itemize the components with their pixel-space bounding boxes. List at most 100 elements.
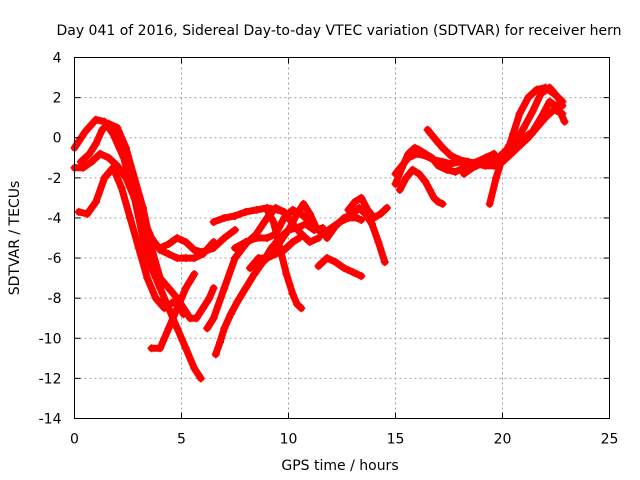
data-point-4-2 <box>164 324 173 333</box>
data-point-11-1 <box>269 217 278 226</box>
data-point-14-7 <box>374 238 383 247</box>
data-point-12-1 <box>254 254 263 263</box>
data-point-9-3 <box>263 234 272 242</box>
data-point-6-6 <box>250 270 259 279</box>
data-point-8-11 <box>305 238 314 247</box>
data-point-1-6 <box>121 173 130 182</box>
data-point-11-6 <box>297 304 306 313</box>
data-point-13-3 <box>340 264 349 273</box>
data-point-16-0 <box>391 179 400 188</box>
data-point-20-2 <box>477 159 486 168</box>
data-point-21-7 <box>537 113 546 122</box>
x-tick-label-4: 20 <box>494 432 512 448</box>
data-point-15-1 <box>350 197 359 206</box>
data-point-14-4 <box>355 203 364 212</box>
data-point-13-4 <box>348 268 357 277</box>
data-point-9-6 <box>288 205 297 214</box>
data-point-17-2 <box>404 153 413 162</box>
data-point-21-2 <box>498 153 507 162</box>
series-track-6 <box>147 225 239 257</box>
data-point-17-3 <box>412 149 421 158</box>
data-point-3-5 <box>117 183 126 192</box>
data-point-21-1 <box>492 173 501 182</box>
series-track-22 <box>485 97 569 208</box>
data-point-18-3 <box>415 169 424 178</box>
data-point-19-4 <box>455 155 464 164</box>
data-point-6-5 <box>241 284 250 293</box>
data-point-21-10 <box>560 117 569 126</box>
data-point-18-7 <box>434 197 443 206</box>
data-point-2-11 <box>164 284 173 293</box>
data-point-2-17 <box>205 294 214 303</box>
y-tick-label-1: -12 <box>39 371 62 387</box>
data-point-1-2 <box>87 157 96 166</box>
data-point-9-2 <box>252 234 261 242</box>
data-point-4-1 <box>156 344 165 353</box>
data-point-13-0 <box>314 262 323 271</box>
data-point-18-5 <box>425 185 434 194</box>
series-track-14 <box>314 254 366 281</box>
data-point-2-10 <box>156 274 165 283</box>
data-point-17-6 <box>438 157 447 166</box>
data-point-17-5 <box>430 155 439 164</box>
data-point-20-1 <box>468 163 477 172</box>
data-point-21-6 <box>528 127 537 136</box>
data-point-1-4 <box>104 153 113 162</box>
data-point-20-7 <box>519 123 528 132</box>
series-track-13 <box>245 234 304 273</box>
data-point-2-3 <box>98 125 107 134</box>
data-point-10-1 <box>220 213 229 222</box>
data-point-3-6 <box>126 213 135 222</box>
data-point-7-6 <box>305 209 314 218</box>
data-point-17-7 <box>447 159 456 168</box>
x-axis-title: GPS time / hours <box>281 458 398 474</box>
data-point-2-0 <box>76 157 85 166</box>
y-tick-label-0: -14 <box>39 412 62 428</box>
data-point-17-1 <box>397 161 406 170</box>
series-layer <box>70 83 569 383</box>
data-point-13-1 <box>323 254 332 263</box>
data-point-8-0 <box>203 324 212 333</box>
axis-layer: 0 5 10 15 20 25 -14 -12 -10 -8 -6 -4 -2 0 2 4 <box>39 51 619 448</box>
data-point-21-8 <box>545 97 554 106</box>
data-point-7-5 <box>299 199 308 208</box>
data-point-0-9 <box>156 284 165 293</box>
series-line-13 <box>315 254 365 280</box>
data-point-3-3 <box>100 173 109 182</box>
data-point-18-6 <box>430 193 439 202</box>
data-point-16-9 <box>451 167 460 176</box>
data-point-16-16 <box>509 129 518 138</box>
data-point-15-2 <box>357 193 366 202</box>
data-point-18-0 <box>395 185 404 194</box>
data-point-16-8 <box>442 165 451 174</box>
data-point-20-9 <box>537 89 546 98</box>
data-point-10-2 <box>231 211 239 220</box>
data-point-7-8 <box>318 229 327 238</box>
data-point-16-17 <box>515 109 524 118</box>
data-point-3-0 <box>74 207 83 216</box>
data-point-10-0 <box>209 217 218 226</box>
data-point-6-1 <box>216 338 225 347</box>
data-point-18-1 <box>402 173 411 182</box>
data-point-5-2 <box>164 240 173 249</box>
data-point-15-3 <box>363 205 372 214</box>
data-point-0-2 <box>91 115 100 124</box>
data-point-8-12 <box>314 234 323 242</box>
data-point-3-8 <box>143 274 152 283</box>
data-point-1-11 <box>164 250 173 259</box>
data-point-12-2 <box>263 254 272 263</box>
chart-title: Day 041 of 2016, Sidereal Day-to-day VTE… <box>56 23 621 39</box>
data-point-15-4 <box>370 213 379 222</box>
data-point-2-5 <box>113 123 122 132</box>
data-point-2-18 <box>209 284 218 293</box>
data-point-2-15 <box>192 314 201 323</box>
data-point-7-12 <box>352 213 361 222</box>
data-point-8-9 <box>288 219 297 228</box>
data-point-3-9 <box>151 294 160 303</box>
data-point-5-4 <box>181 238 190 247</box>
data-point-6-0 <box>211 350 220 359</box>
data-point-3-1 <box>83 209 92 218</box>
data-point-2-8 <box>138 203 147 212</box>
data-point-8-1 <box>209 314 218 323</box>
